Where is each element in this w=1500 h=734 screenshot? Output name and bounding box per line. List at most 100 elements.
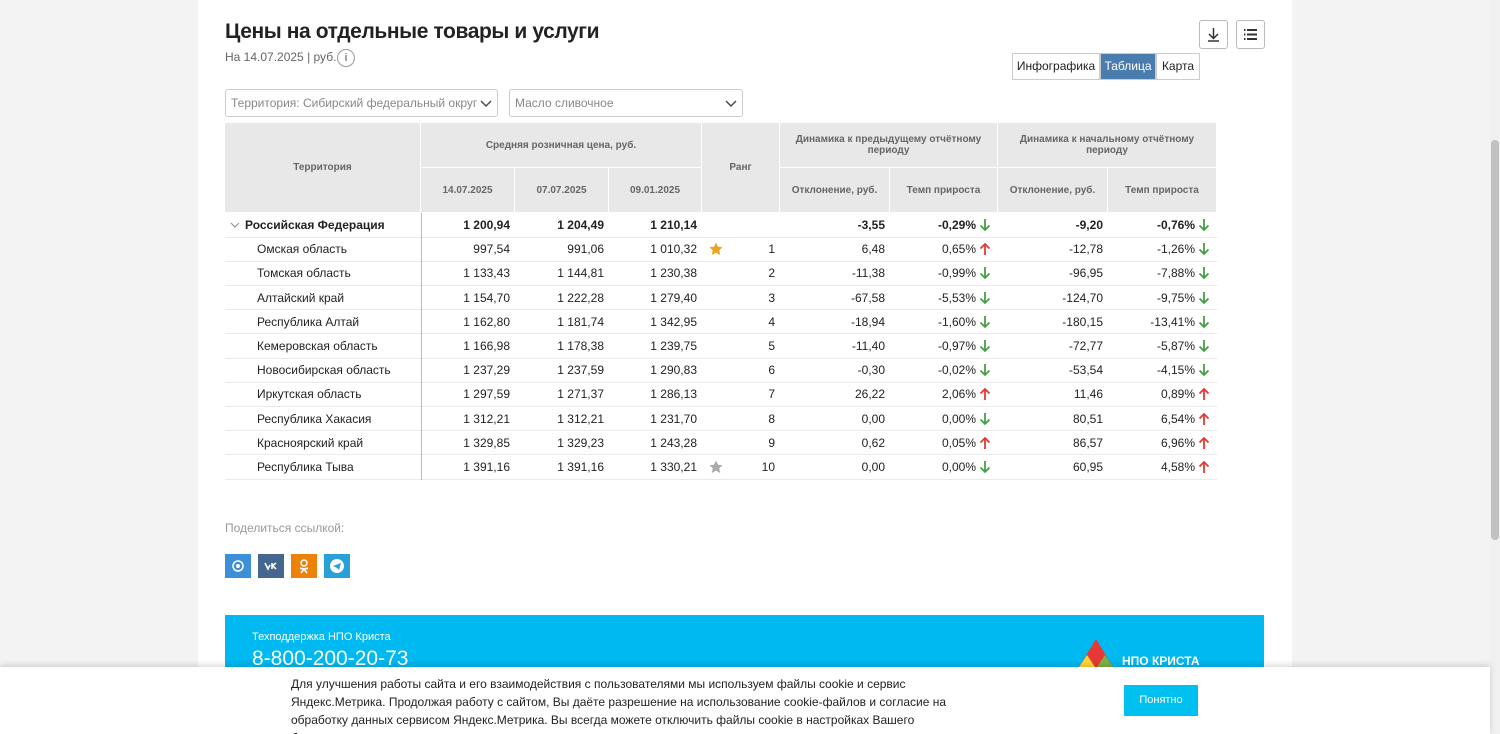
growth-rate: 0,65% <box>941 242 976 257</box>
deviation: 86,57 <box>1072 435 1103 450</box>
deviation: 0,00 <box>861 411 885 426</box>
share-vk[interactable] <box>258 554 284 578</box>
deviation: 0,00 <box>861 460 885 474</box>
scrollbar <box>1490 0 1500 734</box>
arrow-up <box>979 242 991 256</box>
header-cell: Ранг <box>702 123 780 213</box>
info-button[interactable]: i <box>337 49 355 67</box>
price: 1 162,80 <box>463 314 510 329</box>
deviation: 0,62 <box>861 435 885 450</box>
share-ok[interactable] <box>291 554 317 578</box>
price: 1 286,13 <box>650 387 697 402</box>
rank: 10 <box>761 460 775 474</box>
deviation: -53,54 <box>1068 363 1103 378</box>
header-cell: 07.07.2025 <box>515 168 609 213</box>
price: 1 154,70 <box>463 290 510 305</box>
arrow-down <box>979 412 991 425</box>
scroll-thumb[interactable] <box>1491 140 1499 540</box>
header-cell: 14.07.2025 <box>421 168 515 213</box>
price: 1 210,14 <box>650 218 697 232</box>
rank-star <box>709 460 723 473</box>
support-phone: 8-800-200-20-73 <box>252 647 409 670</box>
deviation: -0,30 <box>857 363 885 378</box>
cookie-bar: Для улучшения работы сайта и его взаимод… <box>0 667 1490 734</box>
deviation: 26,22 <box>854 387 885 402</box>
select-value: Территория: Сибирский федеральный округ <box>231 96 478 110</box>
price: 1 144,81 <box>557 266 604 281</box>
share-label: Поделиться ссылкой: <box>225 521 345 535</box>
logo-text: НПО КРИСТА <box>1122 654 1200 668</box>
arrow-down <box>979 461 991 474</box>
price: 1 166,98 <box>463 339 510 353</box>
ok-icon <box>299 559 309 574</box>
header-cell: Темп прироста <box>890 168 998 213</box>
territory-name: Республика Хакасия <box>257 411 372 426</box>
arrow-down <box>1198 340 1210 353</box>
deviation: -180,15 <box>1062 314 1103 329</box>
territory-name: Кемеровская область <box>257 339 378 353</box>
price: 1 222,28 <box>557 290 604 305</box>
arrow-up <box>1198 388 1210 401</box>
row-line <box>225 381 1217 383</box>
rank-star <box>709 242 723 256</box>
price: 1 237,59 <box>557 363 604 378</box>
arrow-up <box>979 388 991 401</box>
arrow-down <box>1198 267 1210 280</box>
product-select[interactable]: Масло сливочное <box>509 89 743 117</box>
growth-rate: -1,26% <box>1156 242 1195 257</box>
share-telegram[interactable] <box>324 554 350 578</box>
logo-icon <box>1079 639 1113 667</box>
arrow-down <box>979 291 991 304</box>
deviation: -11,40 <box>851 339 885 353</box>
deviation: 80,51 <box>1072 411 1103 426</box>
growth-rate: 0,05% <box>941 435 976 450</box>
rank: 8 <box>768 411 775 426</box>
deviation: -67,58 <box>850 290 885 305</box>
rank: 4 <box>768 314 775 329</box>
growth-rate: -0,02% <box>937 363 976 378</box>
territory-name: Томская область <box>257 266 351 281</box>
share-mail[interactable] <box>225 554 251 578</box>
price: 1 330,21 <box>650 460 697 474</box>
list-button[interactable] <box>1236 20 1265 49</box>
growth-rate: -0,99% <box>937 266 976 281</box>
price: 1 230,38 <box>650 266 697 281</box>
tab[interactable]: Таблица <box>1100 53 1156 80</box>
rank: 1 <box>768 242 775 257</box>
price: 1 329,85 <box>463 435 510 450</box>
header-cell: Динамика к начальному отчётному периоду <box>998 123 1217 168</box>
cookie-accept[interactable]: Понятно <box>1124 685 1198 716</box>
download-button[interactable] <box>1199 20 1228 49</box>
territory-name: Республика Тыва <box>257 460 354 474</box>
arrow-down <box>979 267 991 280</box>
row-line <box>225 357 1217 359</box>
rank: 6 <box>768 363 775 378</box>
price: 1 290,83 <box>650 363 697 378</box>
growth-rate: -13,41% <box>1150 314 1195 329</box>
arrow-down <box>979 340 991 353</box>
territory-name: Республика Алтай <box>257 314 360 329</box>
deviation: 6,48 <box>861 242 885 257</box>
expand-chevron[interactable] <box>230 221 240 229</box>
column-divider <box>421 213 422 480</box>
download-icon <box>1208 28 1219 42</box>
header-cell: Средняя розничная цена, руб. <box>421 123 702 168</box>
rank: 7 <box>768 387 775 402</box>
header-cell: Отклонение, руб. <box>998 168 1108 213</box>
price: 1 279,40 <box>650 290 697 305</box>
growth-rate: 0,89% <box>1160 387 1195 402</box>
deviation: -96,95 <box>1068 266 1103 281</box>
header-cell: Темп прироста <box>1108 168 1217 213</box>
header-cell: Динамика к предыдущему отчётному периоду <box>780 123 998 168</box>
price: 1 271,37 <box>557 387 604 402</box>
arrow-up <box>1198 460 1210 473</box>
header-cell: Отклонение, руб. <box>780 168 890 213</box>
tab[interactable]: Инфографика <box>1012 53 1100 80</box>
telegram-icon <box>330 559 344 573</box>
territory-select[interactable]: Территория: Сибирский федеральный округ <box>225 89 498 117</box>
rank: 3 <box>768 290 775 305</box>
tab[interactable]: Карта <box>1156 53 1200 80</box>
rank: 2 <box>768 266 775 281</box>
arrow-down <box>1198 291 1210 304</box>
row-line <box>225 454 1217 456</box>
